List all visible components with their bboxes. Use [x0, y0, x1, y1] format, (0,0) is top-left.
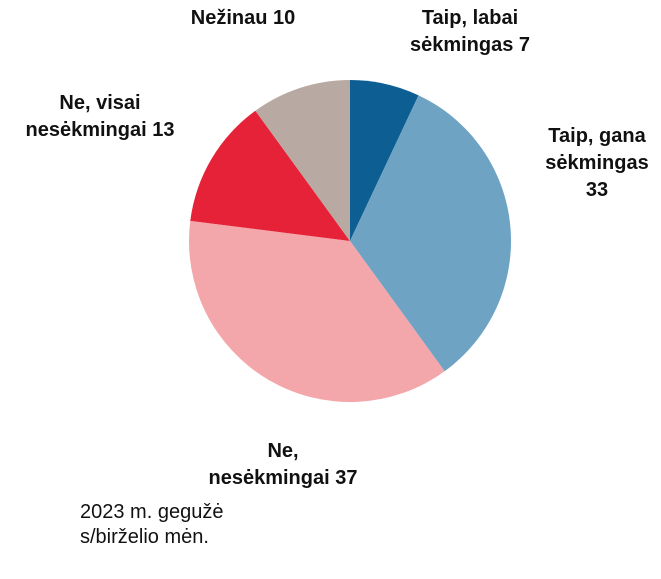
- slice-label: Ne, visai nesėkmingai 13: [0, 90, 200, 144]
- category-label: Nežinau: [190, 7, 268, 29]
- pie-slice: [350, 80, 419, 241]
- category-label: Taip, labai sėkmingas: [409, 7, 519, 56]
- pie-slice: [350, 95, 511, 372]
- category-label: Ne, nesėkmingai: [208, 440, 330, 489]
- category-label: Taip, gana sėkmingas: [545, 125, 649, 174]
- value-label: 7: [518, 34, 531, 56]
- pie-slice: [189, 220, 445, 402]
- note: 2023 m. gegužės/birželio mėn.: [80, 501, 224, 548]
- value-label: 13: [152, 119, 175, 141]
- value-label: 37: [335, 467, 358, 489]
- pie-slice: [190, 110, 350, 241]
- slice-label: Ne, nesėkmingai 37: [208, 438, 358, 492]
- slice-label: Taip, labai sėkmingas 7: [390, 5, 550, 59]
- slice-label: Nežinau 10: [143, 5, 343, 32]
- slice-label: Taip, gana sėkmingas 33: [532, 123, 661, 204]
- pie-slice: [255, 80, 350, 241]
- value-label: 33: [585, 179, 609, 201]
- value-label: 10: [273, 7, 296, 29]
- category-label: Ne, visai nesėkmingai: [25, 92, 147, 141]
